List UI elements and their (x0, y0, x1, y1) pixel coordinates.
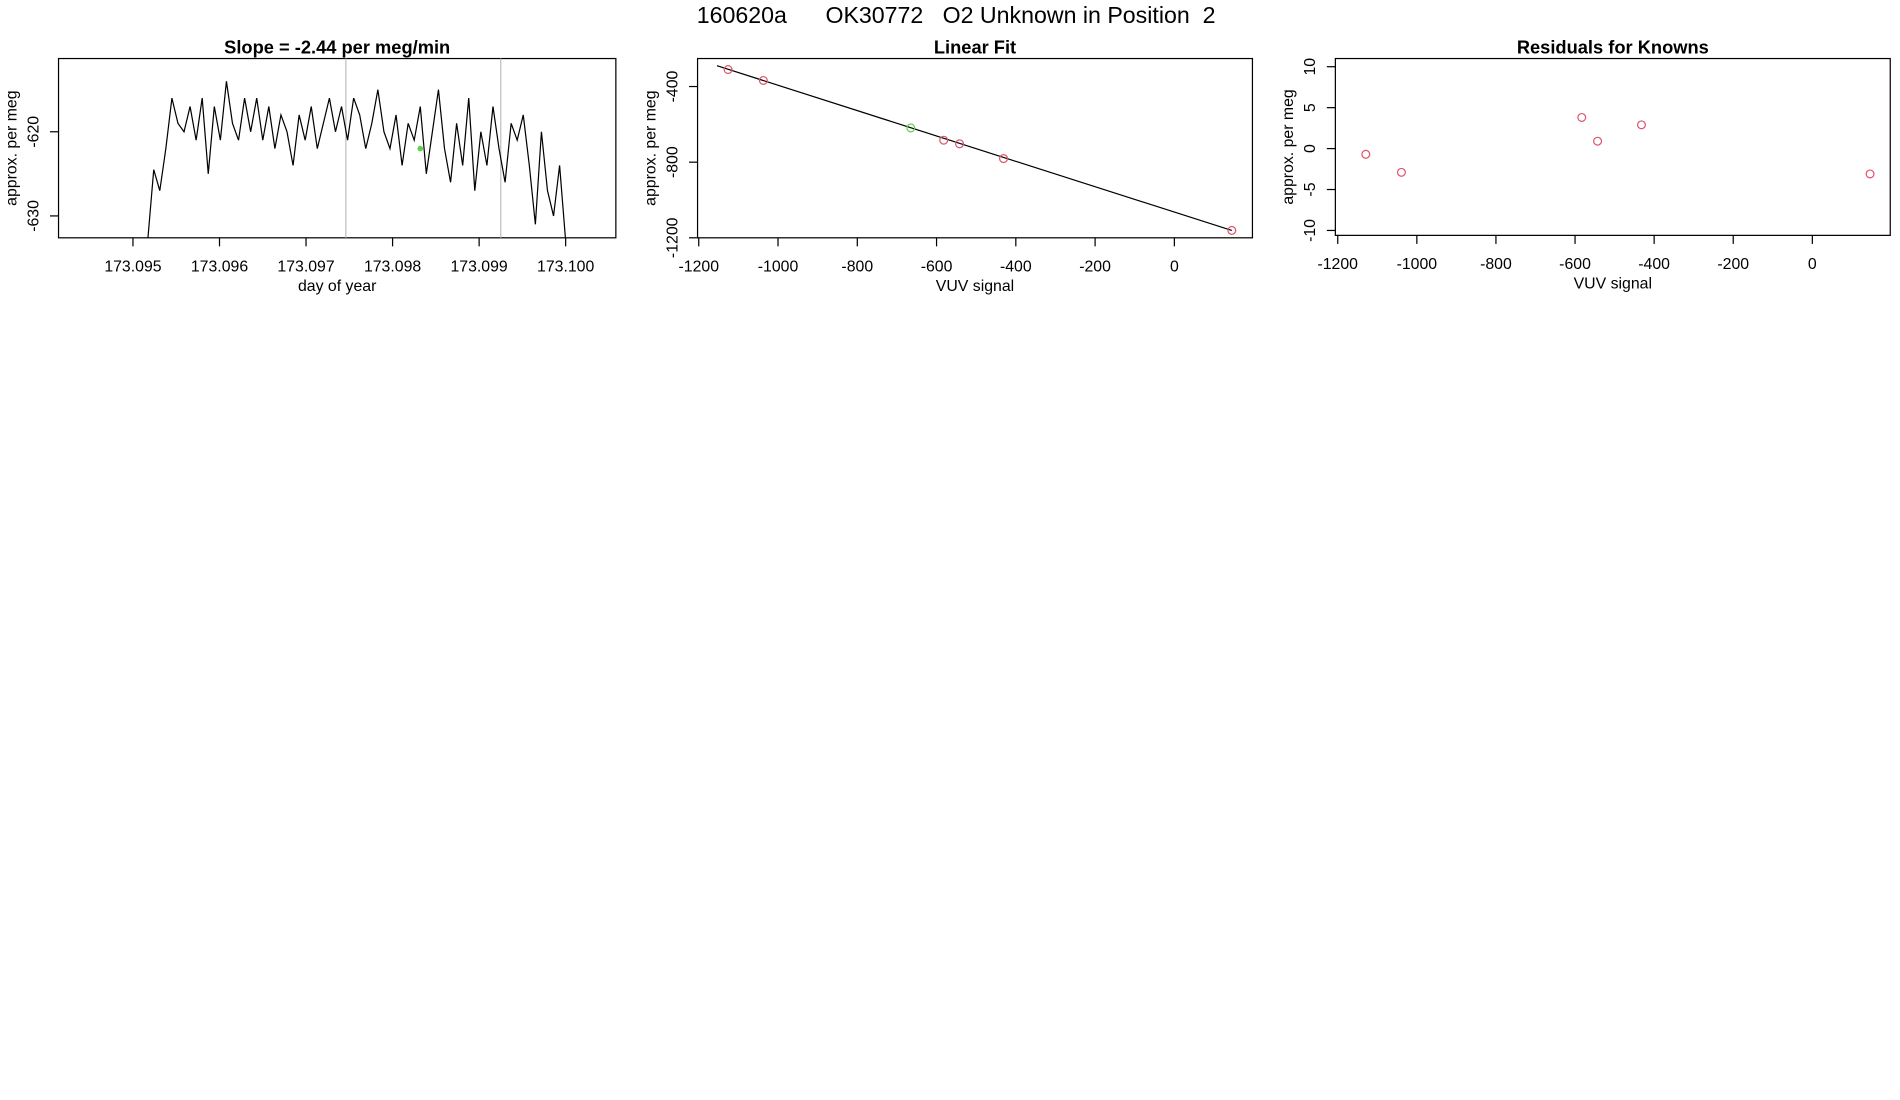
x-tick-label: -200 (1717, 256, 1749, 273)
y-tick-label: -5 (1302, 182, 1319, 196)
x-tick-label: -1000 (1397, 256, 1438, 273)
x-tick-label: -1200 (678, 258, 719, 275)
figure-title: 160620a OK30772 O2 Unknown in Position 2 (697, 2, 1216, 28)
point (1593, 136, 1603, 146)
unknown-point (906, 123, 916, 133)
plot-frame (57, 57, 617, 239)
y-tick-label: 0 (1302, 144, 1319, 153)
x-tick-label: 0 (1170, 258, 1179, 275)
x-tick-label: 173.096 (191, 258, 248, 275)
point (999, 154, 1009, 164)
x-tick-label: -1000 (758, 258, 799, 275)
x-tick-label: 173.095 (104, 258, 161, 275)
x-tick-label: 173.100 (537, 258, 594, 275)
y-tick-label: -10 (1302, 219, 1319, 242)
x-axis-label: VUV signal (936, 278, 1014, 295)
point (1396, 167, 1406, 177)
y-tick-label: -400 (664, 70, 681, 102)
x-tick-label: -800 (1480, 256, 1512, 273)
x-axis-label: VUV signal (1574, 275, 1652, 292)
x-tick-label: 173.099 (450, 258, 507, 275)
y-tick-label: 5 (1302, 103, 1319, 112)
y-tick-label: -620 (25, 116, 42, 148)
y-tick-label: -1200 (664, 217, 681, 258)
x-axis-label: day of year (298, 278, 377, 295)
x-tick-label: 173.097 (277, 258, 334, 275)
point (1577, 112, 1587, 122)
highlight-point (417, 145, 424, 152)
point (758, 75, 768, 85)
point (1227, 225, 1237, 235)
panel-title: Slope = -2.44 per meg/min (224, 37, 450, 58)
point (939, 135, 949, 145)
y-tick-label: 10 (1302, 58, 1319, 76)
point (723, 64, 733, 75)
plot-frame (1334, 57, 1891, 236)
panel-title: Linear Fit (934, 37, 1016, 58)
x-tick-label: -200 (1079, 258, 1111, 275)
x-tick-label: 173.098 (364, 258, 421, 275)
y-axis-label: approx. per meg (3, 90, 20, 205)
point (1865, 169, 1875, 179)
point (1636, 120, 1646, 130)
fit-line (716, 65, 1233, 232)
point (955, 139, 965, 149)
y-tick-label: -800 (664, 146, 681, 178)
x-tick-label: -400 (1638, 256, 1670, 273)
x-tick-label: 0 (1808, 256, 1817, 273)
panel-title: Residuals for Knowns (1517, 37, 1709, 58)
y-axis-label: approx. per meg (1280, 89, 1297, 204)
x-tick-label: -600 (921, 258, 953, 275)
y-axis-label: approx. per meg (642, 90, 659, 205)
x-tick-label: -1200 (1317, 256, 1358, 273)
data-line (147, 81, 567, 238)
x-tick-label: -800 (841, 258, 873, 275)
x-tick-label: -600 (1559, 256, 1591, 273)
point (1361, 149, 1371, 159)
y-tick-label: -630 (25, 200, 42, 232)
plot-frame (696, 57, 1254, 239)
x-tick-label: -400 (1000, 258, 1032, 275)
